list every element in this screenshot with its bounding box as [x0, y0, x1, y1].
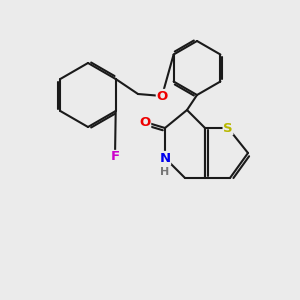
Text: S: S	[223, 122, 233, 134]
Text: O: O	[156, 89, 168, 103]
Text: H: H	[160, 167, 169, 177]
Text: O: O	[140, 116, 151, 128]
Text: N: N	[159, 152, 171, 164]
Text: F: F	[110, 151, 120, 164]
